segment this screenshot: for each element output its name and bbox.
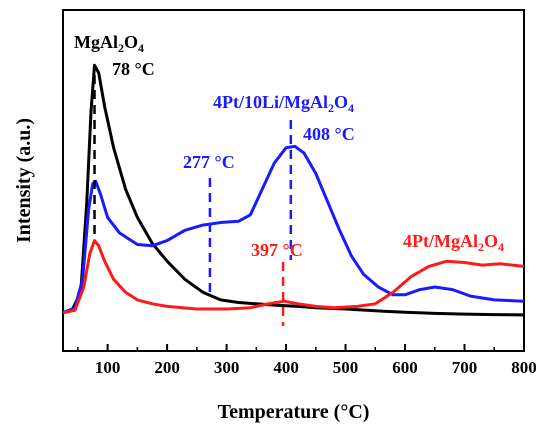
li-peak-408-label: 408 °C: [303, 124, 355, 144]
series-line-4pt-mgal2o4: [62, 239, 525, 315]
series-line-mgal2o4: [62, 63, 525, 317]
plot-frame: [62, 9, 525, 352]
x-tick-label: 400: [273, 358, 299, 377]
series-line-4pt-10li-mgal2o4: [62, 144, 525, 315]
li-peak-277-label: 277 °C: [183, 152, 235, 172]
x-tick-label: 700: [452, 358, 478, 377]
x-axis-title: Temperature (°C): [218, 401, 370, 423]
annotations: MgAl2O4 78 °C 4Pt/10Li/MgAl2O4 408 °C 277 °C…: [74, 32, 504, 260]
series-lines: [62, 63, 525, 317]
mgal-name-label: MgAl2O4: [74, 32, 144, 55]
axis-ticks: 100 200 300 400 500 600 700 800: [77, 344, 537, 377]
x-tick-label: 300: [214, 358, 240, 377]
x-tick-label: 100: [95, 358, 121, 377]
plot-border: [62, 9, 525, 352]
x-tick-label: 500: [333, 358, 359, 377]
y-axis-title: Intensity (a.u.): [13, 118, 35, 243]
mgal-peak-label: 78 °C: [112, 59, 155, 79]
pt-name-label: 4Pt/MgAl2O4: [403, 231, 504, 254]
li-name-label: 4Pt/10Li/MgAl2O4: [213, 92, 354, 115]
pt-peak-label: 397 °C: [251, 240, 303, 260]
x-tick-label: 800: [511, 358, 537, 377]
x-tick-label: 200: [154, 358, 180, 377]
peak-markers: [93, 75, 293, 326]
x-tick-label: 600: [392, 358, 418, 377]
